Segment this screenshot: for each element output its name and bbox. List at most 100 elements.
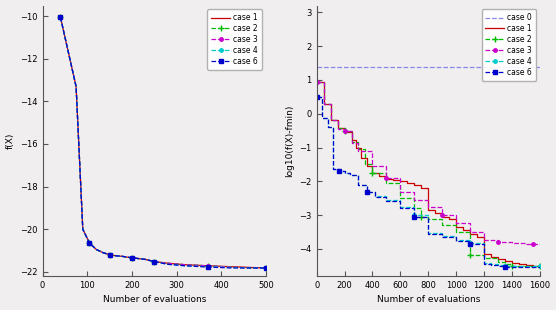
case 1 [113, 254, 120, 258]
case 4 [73, 85, 80, 88]
case 2 [334, 126, 341, 130]
case 1 [502, 259, 508, 263]
case 2 [537, 264, 543, 268]
case 1 [523, 264, 529, 267]
case 6 [73, 85, 80, 88]
case 2 [80, 227, 86, 231]
X-axis label: Number of evaluations: Number of evaluations [102, 295, 206, 304]
case 2 [86, 241, 93, 245]
case 3 [73, 85, 80, 88]
case 2 [411, 206, 418, 210]
case 2 [313, 80, 320, 83]
case 1 [128, 256, 135, 260]
case 6 [523, 265, 529, 268]
case 1 [135, 257, 142, 260]
case 4 [425, 231, 431, 235]
Line: case 4: case 4 [57, 14, 269, 272]
case 1 [411, 183, 418, 187]
case 1 [404, 181, 411, 185]
case 3 [320, 102, 327, 106]
case 1 [86, 241, 93, 245]
case 6 [411, 215, 418, 219]
case 1 [227, 265, 234, 268]
case 4 [227, 266, 234, 269]
case 4 [249, 266, 256, 270]
case 3 [495, 240, 502, 243]
case 6 [128, 256, 135, 260]
case 6 [372, 195, 379, 198]
case 1 [453, 225, 459, 229]
case 6 [151, 260, 157, 264]
case 3 [80, 227, 86, 231]
case 1 [467, 232, 474, 236]
case 1 [142, 258, 148, 261]
case 1 [80, 227, 86, 231]
case 6 [397, 206, 404, 210]
case 1 [164, 261, 171, 265]
case 3 [411, 198, 418, 202]
case 3 [100, 251, 106, 255]
case 2 [205, 264, 211, 268]
X-axis label: Number of evaluations: Number of evaluations [376, 295, 480, 304]
case 2 [182, 263, 189, 267]
case 4 [113, 254, 120, 258]
case 3 [327, 118, 334, 122]
case 4 [262, 266, 269, 270]
case 6 [425, 232, 431, 236]
case 3 [113, 254, 120, 258]
case 2 [495, 260, 502, 264]
case 4 [319, 116, 326, 120]
case 2 [509, 264, 515, 268]
case 2 [425, 217, 431, 220]
case 1 [120, 255, 126, 258]
case 4 [502, 264, 508, 268]
case 4 [439, 234, 445, 238]
case 2 [135, 257, 142, 260]
case 2 [151, 260, 157, 264]
case 2 [142, 258, 148, 261]
case 4 [325, 125, 331, 128]
Line: case 4: case 4 [313, 93, 543, 269]
case 1 [509, 261, 515, 264]
case 4 [364, 190, 370, 194]
Y-axis label: f(X): f(X) [6, 133, 14, 149]
case 2 [106, 253, 113, 257]
case 4 [205, 265, 211, 268]
case 1 [249, 266, 256, 269]
case 6 [262, 266, 269, 270]
case 3 [313, 80, 320, 83]
case 1 [495, 257, 502, 261]
case 6 [164, 263, 171, 266]
Line: case 2: case 2 [314, 79, 543, 269]
case 3 [93, 248, 100, 251]
case 1 [383, 177, 390, 180]
case 4 [488, 262, 494, 266]
case 6 [509, 265, 515, 268]
case 3 [106, 253, 113, 257]
case 3 [383, 176, 390, 180]
case 2 [502, 262, 508, 266]
case 6 [86, 241, 93, 245]
case 2 [320, 102, 327, 106]
case 6 [93, 248, 100, 251]
case 4 [341, 171, 348, 175]
case 1 [100, 251, 106, 255]
case 2 [418, 215, 425, 219]
case 2 [100, 251, 106, 255]
case 4 [142, 258, 148, 261]
case 1 [341, 131, 348, 134]
case 6 [113, 254, 120, 258]
case 2 [397, 197, 404, 200]
case 1 [432, 212, 439, 215]
case 6 [227, 266, 234, 270]
case 4 [336, 169, 342, 172]
case 1 [515, 262, 522, 266]
case 4 [313, 95, 320, 99]
Legend: case 0, case 1, case 2, case 3, case 4, case 6: case 0, case 1, case 2, case 3, case 4, … [481, 9, 536, 81]
case 1 [418, 186, 425, 190]
case 3 [369, 164, 376, 168]
case 1 [205, 264, 211, 268]
case 6 [488, 264, 494, 267]
case 6 [249, 266, 256, 270]
case 1 [439, 215, 445, 219]
